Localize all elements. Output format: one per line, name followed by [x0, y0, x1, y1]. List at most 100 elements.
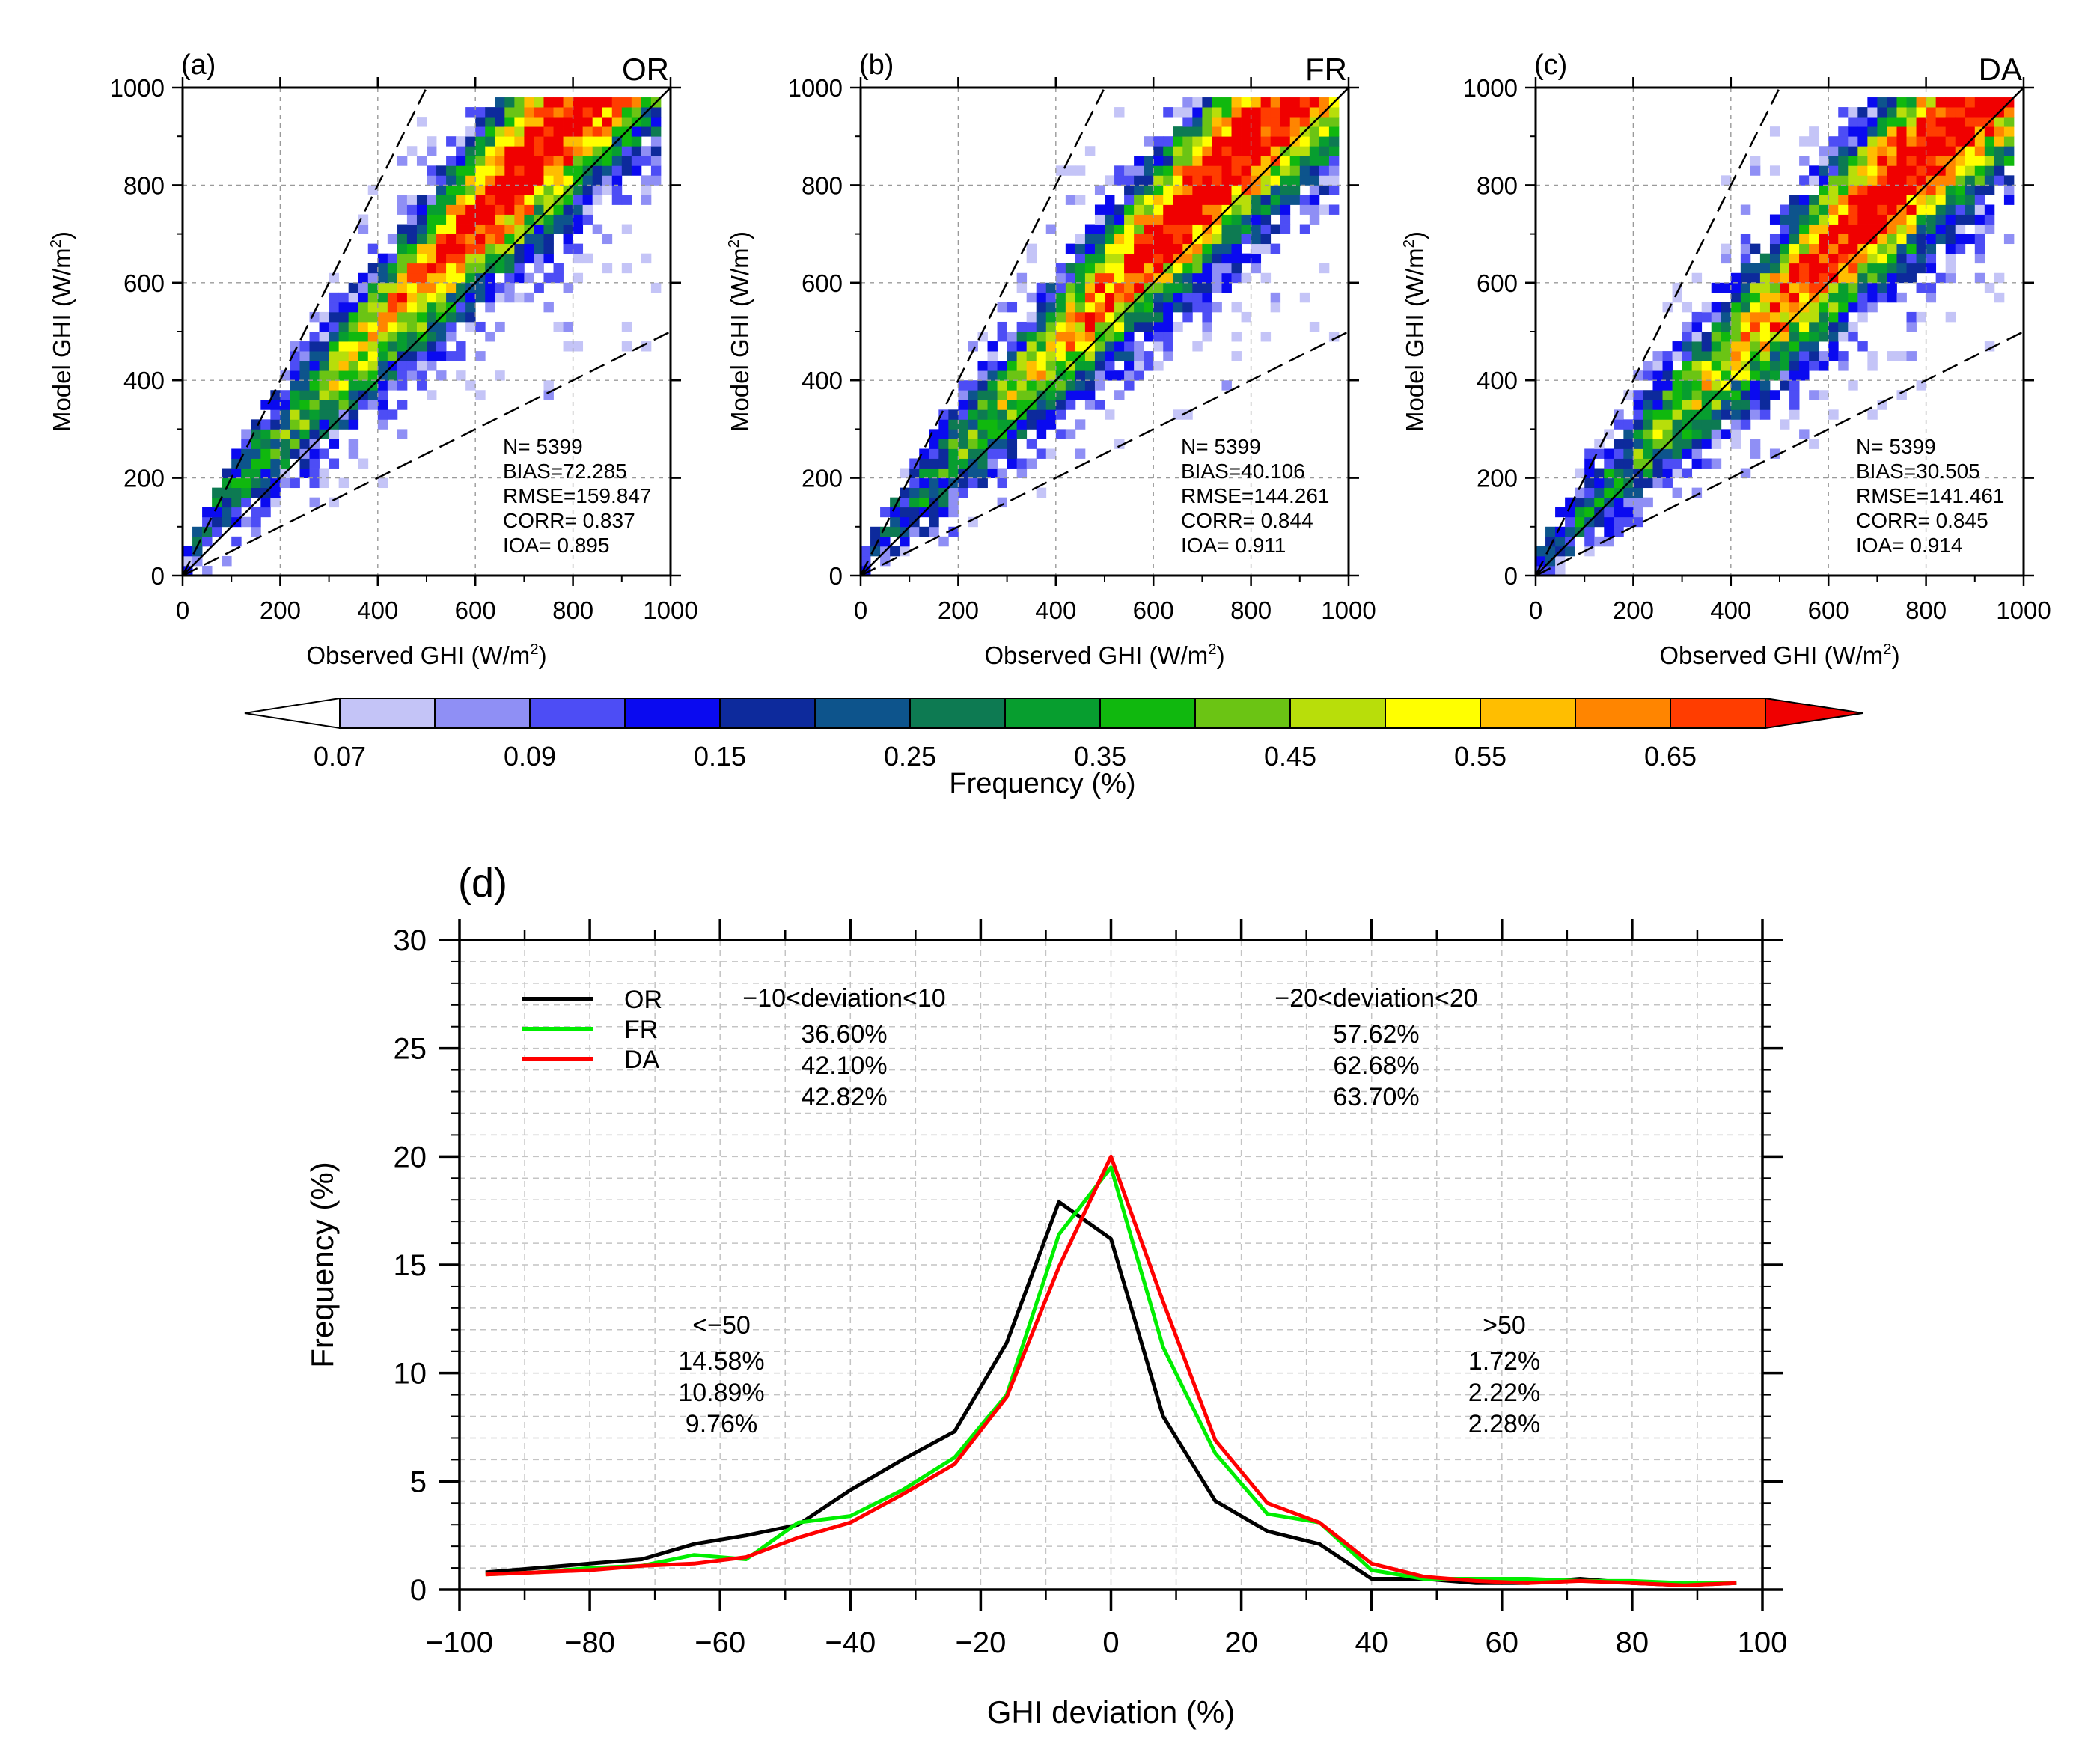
heatmap-cell	[1838, 165, 1849, 176]
annotation-value: 42.10%	[801, 1052, 887, 1080]
heatmap-cell	[1045, 282, 1057, 293]
heatmap-cell	[1153, 146, 1164, 156]
heatmap-cell	[968, 468, 978, 478]
heatmap-cell	[1652, 370, 1663, 381]
heatmap-cell	[1144, 165, 1154, 176]
heatmap-cell	[377, 380, 388, 391]
heatmap-cell	[1075, 292, 1086, 303]
heatmap-cell	[968, 419, 978, 430]
heatmap-cell	[1877, 136, 1887, 147]
heatmap-cell	[338, 400, 349, 410]
heatmap-cell	[987, 400, 998, 410]
colorbar-tick-label: 0.45	[1264, 741, 1316, 772]
heatmap-cell	[1955, 195, 1966, 205]
heatmap-cell	[1994, 272, 2005, 284]
series-line-da	[485, 1154, 1737, 1587]
heatmap-cell	[1202, 214, 1212, 225]
y-tick-label: 200	[1477, 465, 1518, 492]
heatmap-cell	[1231, 107, 1242, 118]
heatmap-cell	[1974, 185, 1985, 195]
heatmap-cell	[309, 361, 320, 371]
heatmap-cell	[1202, 136, 1212, 147]
heatmap-cell	[977, 409, 988, 420]
heatmap-cell	[1016, 400, 1028, 410]
heatmap-cell	[1633, 439, 1643, 449]
heatmap-cell	[1251, 214, 1262, 225]
heatmap-cell	[1643, 429, 1653, 439]
heatmap-cell	[1251, 97, 1262, 108]
heatmap-cell	[1036, 351, 1047, 361]
heatmap-cell	[1701, 311, 1712, 323]
heatmap-cell	[1260, 156, 1272, 166]
heatmap-cell	[553, 185, 564, 195]
heatmap-cell	[1289, 195, 1301, 205]
heatmap-cell	[1623, 390, 1634, 400]
heatmap-cell	[1036, 409, 1047, 420]
heatmap-cell	[514, 126, 525, 137]
heatmap-cell	[948, 507, 959, 518]
colorbar-tick-label: 0.07	[314, 741, 366, 772]
heatmap-cell	[938, 448, 949, 459]
heatmap-cell	[1672, 370, 1682, 381]
heatmap-cell	[1916, 311, 1926, 323]
heatmap-cell	[1163, 165, 1173, 176]
heatmap-cell	[977, 400, 988, 410]
heatmap-cell	[1221, 185, 1232, 195]
heatmap-cell	[1838, 107, 1849, 118]
heatmap-cell	[436, 370, 447, 381]
heatmap-cell	[1984, 185, 1995, 195]
heatmap-cell	[1799, 292, 1810, 303]
heatmap-cell	[416, 351, 427, 361]
heatmap-cell	[1182, 195, 1193, 205]
heatmap-cell	[1105, 214, 1115, 225]
heatmap-cell	[1614, 458, 1624, 469]
heatmap-cell	[1163, 204, 1173, 215]
heatmap-cell	[1045, 390, 1057, 400]
heatmap-cell	[1994, 117, 2005, 127]
heatmap-cell	[592, 117, 603, 127]
heatmap-cell	[1887, 204, 1897, 215]
heatmap-cell	[1202, 146, 1212, 156]
heatmap-cell	[1575, 487, 1585, 498]
heatmap-cell	[446, 282, 457, 293]
heatmap-cell	[987, 380, 998, 391]
heatmap-cell	[1819, 272, 1829, 284]
heatmap-cell	[406, 243, 418, 254]
heatmap-cell	[1007, 390, 1018, 400]
heatmap-cell	[1192, 292, 1203, 303]
heatmap-cell	[1124, 282, 1135, 293]
heatmap-cell	[1945, 234, 1956, 245]
heatmap-cell	[1016, 361, 1028, 371]
heatmap-cell	[1838, 243, 1849, 254]
heatmap-cell	[1857, 214, 1868, 225]
heatmap-cell	[1877, 253, 1887, 264]
heatmap-cell	[1867, 156, 1878, 166]
heatmap-cell	[1819, 311, 1829, 323]
heatmap-cell	[1192, 272, 1203, 284]
heatmap-cell	[919, 477, 929, 489]
heatmap-cell	[427, 234, 437, 245]
heatmap-cell	[1309, 195, 1320, 205]
heatmap-cell	[602, 175, 613, 186]
heatmap-cell	[1935, 136, 1947, 147]
heatmap-cell	[1848, 243, 1858, 254]
heatmap-cell	[348, 292, 359, 303]
heatmap-cell	[948, 468, 959, 478]
heatmap-cell	[1114, 107, 1125, 118]
heatmap-cell	[1906, 272, 1917, 284]
heatmap-cell	[1819, 302, 1829, 313]
heatmap-cell	[1055, 361, 1066, 371]
y-tick-label: 0	[151, 562, 165, 590]
heatmap-cell	[1045, 409, 1057, 420]
heatmap-cell	[1270, 195, 1281, 205]
heatmap-cell	[241, 497, 251, 508]
heatmap-cell	[367, 272, 379, 284]
heatmap-cell	[1192, 185, 1203, 195]
colorbar-swatch	[529, 698, 626, 729]
y-tick-label: 0	[410, 1574, 427, 1607]
heatmap-cell	[1740, 234, 1751, 245]
heatmap-cell	[1730, 272, 1741, 284]
heatmap-cell	[377, 400, 388, 410]
stat-line: RMSE=159.847	[503, 484, 651, 507]
